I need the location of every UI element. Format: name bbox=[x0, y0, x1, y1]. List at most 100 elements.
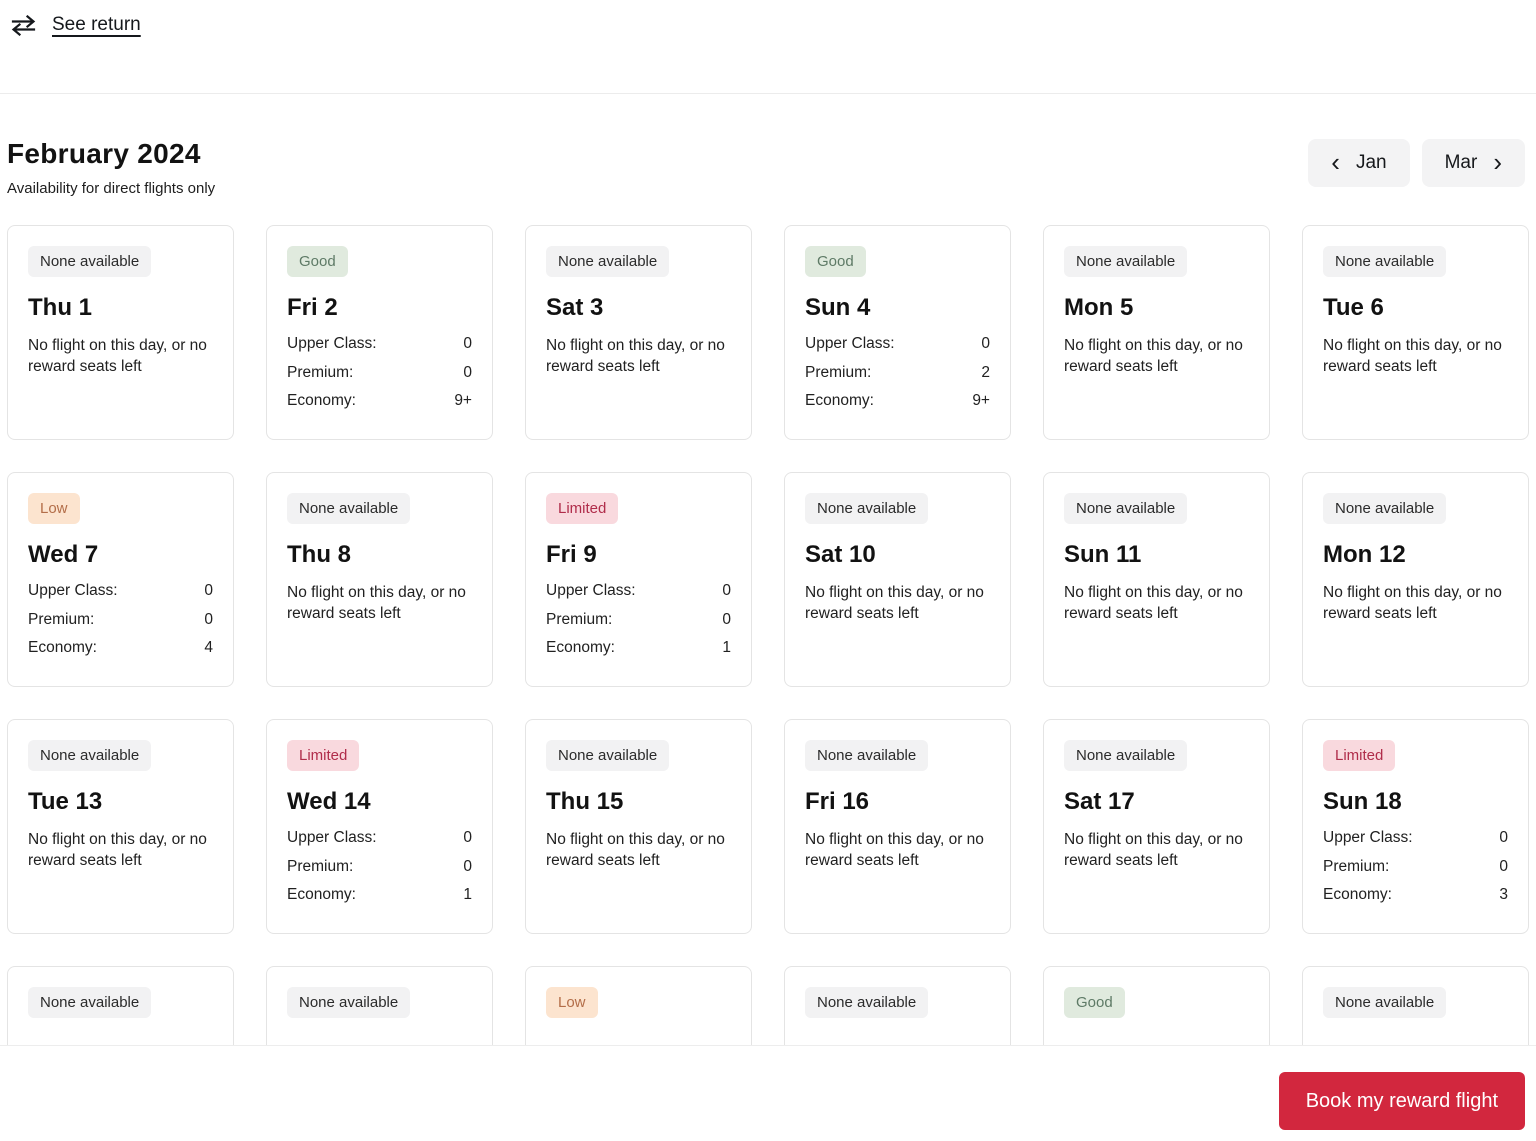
no-flight-message: No flight on this day, or no reward seat… bbox=[287, 584, 466, 623]
seat-row-premium: Premium: 0 bbox=[546, 611, 731, 629]
no-flight-message: No flight on this day, or no reward seat… bbox=[1064, 584, 1243, 623]
day-title: Fri 2 bbox=[287, 294, 338, 321]
month-nav: ‹ Jan Mar › bbox=[1308, 139, 1525, 187]
day-card[interactable]: None available Sat 3 No flight on this d… bbox=[525, 225, 752, 440]
next-month-button[interactable]: Mar › bbox=[1421, 139, 1525, 187]
premium-value: 0 bbox=[463, 363, 472, 381]
no-flight-message: No flight on this day, or no reward seat… bbox=[1064, 337, 1243, 376]
day-card[interactable]: Limited Sun 18 Upper Class: 0 Premium: 0 Eco… bbox=[1302, 719, 1529, 934]
no-flight-message: No flight on this day, or no reward seat… bbox=[28, 337, 207, 376]
day-card-body: Upper Class: 0 Premium: 0 Economy: 9+ bbox=[287, 335, 472, 410]
seat-row-economy: Economy: 3 bbox=[1323, 886, 1508, 904]
availability-badge: None available bbox=[805, 987, 929, 1018]
day-card[interactable]: Limited Fri 9 Upper Class: 0 Premium: 0 Econ… bbox=[525, 472, 752, 687]
day-title: Sun 18 bbox=[1323, 788, 1402, 815]
day-card-body: Upper Class: 0 Premium: 2 Economy: 9+ bbox=[805, 335, 990, 410]
availability-badge: None available bbox=[1064, 246, 1188, 277]
day-title: Wed 14 bbox=[287, 788, 371, 815]
day-card[interactable]: Low Wed 7 Upper Class: 0 Premium: 0 Economy:… bbox=[7, 472, 234, 687]
book-reward-flight-button[interactable]: Book my reward flight bbox=[1278, 1072, 1525, 1130]
economy-value: 9+ bbox=[454, 392, 472, 409]
day-card-body: No flight on this day, or no reward seat… bbox=[1323, 335, 1508, 378]
day-title: Mon 12 bbox=[1323, 541, 1406, 568]
day-card-body: No flight on this day, or no reward seat… bbox=[546, 829, 731, 872]
day-card-body: Upper Class: 0 Premium: 0 Economy: 3 bbox=[1323, 829, 1508, 904]
availability-badge: None available bbox=[28, 246, 152, 277]
premium-label: Premium: bbox=[805, 363, 872, 381]
day-card[interactable]: Limited Wed 14 Upper Class: 0 Premium: 0 Eco… bbox=[266, 719, 493, 934]
day-title: Thu 1 bbox=[28, 294, 92, 321]
availability-badge: None available bbox=[1323, 246, 1447, 277]
day-title: Thu 15 bbox=[546, 788, 624, 815]
seat-row-upper-class: Upper Class: 0 bbox=[1323, 829, 1508, 847]
next-month-label: Mar bbox=[1444, 152, 1478, 173]
seat-row-economy: Economy: 9+ bbox=[287, 392, 472, 410]
day-card[interactable]: Good Sun 4 Upper Class: 0 Premium: 2 Economy… bbox=[784, 225, 1011, 440]
prev-month-button[interactable]: ‹ Jan bbox=[1308, 139, 1410, 187]
chevron-left-icon: ‹ bbox=[1331, 146, 1340, 177]
economy-label: Economy: bbox=[287, 886, 356, 903]
day-title: Thu 8 bbox=[287, 541, 351, 568]
economy-label: Economy: bbox=[287, 392, 356, 409]
availability-badge: None available bbox=[287, 493, 411, 524]
seat-row-economy: Economy: 4 bbox=[28, 639, 213, 657]
premium-value: 2 bbox=[981, 363, 990, 381]
day-title: Fri 9 bbox=[546, 541, 597, 568]
economy-value: 9+ bbox=[972, 392, 990, 409]
day-card[interactable]: None available Tue 13 No flight on this … bbox=[7, 719, 234, 934]
chevron-right-icon: › bbox=[1493, 146, 1502, 177]
availability-badge: None available bbox=[546, 740, 670, 771]
premium-value: 0 bbox=[1499, 857, 1508, 875]
day-card[interactable]: None available Fri 16 No flight on this … bbox=[784, 719, 1011, 934]
availability-badge: Low bbox=[546, 987, 598, 1018]
prev-month-label: Jan bbox=[1355, 152, 1387, 173]
day-card-body: No flight on this day, or no reward seat… bbox=[1323, 582, 1508, 625]
day-card[interactable]: Good Fri 2 Upper Class: 0 Premium: 0 Economy… bbox=[266, 225, 493, 440]
day-card-body: Upper Class: 0 Premium: 0 Economy: 1 bbox=[287, 829, 472, 904]
premium-value: 0 bbox=[722, 610, 731, 628]
month-header: February 2024 Availability for direct fl… bbox=[0, 138, 1536, 197]
seat-row-upper-class: Upper Class: 0 bbox=[287, 829, 472, 847]
month-info: February 2024 Availability for direct fl… bbox=[7, 138, 215, 197]
economy-value: 1 bbox=[722, 639, 731, 656]
availability-badge: None available bbox=[1064, 493, 1188, 524]
no-flight-message: No flight on this day, or no reward seat… bbox=[546, 831, 725, 870]
day-card-body: No flight on this day, or no reward seat… bbox=[805, 582, 990, 625]
day-card[interactable]: None available Thu 8 No flight on this d… bbox=[266, 472, 493, 687]
seat-row-upper-class: Upper Class: 0 bbox=[287, 335, 472, 353]
day-card[interactable]: None available Sun 11 No flight on this … bbox=[1043, 472, 1270, 687]
day-card[interactable]: None available Mon 5 No flight on this d… bbox=[1043, 225, 1270, 440]
day-card[interactable]: None available Sat 10 No flight on this … bbox=[784, 472, 1011, 687]
day-card[interactable]: None available Thu 1 No flight on this d… bbox=[7, 225, 234, 440]
day-card[interactable]: None available Tue 6 No flight on this d… bbox=[1302, 225, 1529, 440]
availability-badge: Good bbox=[287, 246, 348, 277]
economy-label: Economy: bbox=[1323, 886, 1392, 903]
availability-badge: Limited bbox=[546, 493, 619, 524]
day-title: Sun 4 bbox=[805, 294, 871, 321]
no-flight-message: No flight on this day, or no reward seat… bbox=[546, 337, 725, 376]
economy-label: Economy: bbox=[28, 639, 97, 656]
calendar-grid: None available Thu 1 No flight on this d… bbox=[0, 225, 1536, 1141]
upper-class-label: Upper Class: bbox=[546, 582, 636, 599]
day-card-body: No flight on this day, or no reward seat… bbox=[1064, 829, 1249, 872]
availability-badge: None available bbox=[546, 246, 670, 277]
day-card[interactable]: None available Thu 15 No flight on this … bbox=[525, 719, 752, 934]
day-card[interactable]: None available Mon 12 No flight on this … bbox=[1302, 472, 1529, 687]
day-card[interactable]: None available Sat 17 No flight on this … bbox=[1043, 719, 1270, 934]
seat-row-premium: Premium: 2 bbox=[805, 364, 990, 382]
upper-class-label: Upper Class: bbox=[28, 582, 118, 599]
availability-badge: None available bbox=[1323, 493, 1447, 524]
day-title: Fri 16 bbox=[805, 788, 870, 815]
upper-class-label: Upper Class: bbox=[805, 335, 895, 352]
day-card-body: No flight on this day, or no reward seat… bbox=[28, 335, 213, 378]
premium-label: Premium: bbox=[287, 363, 354, 381]
premium-label: Premium: bbox=[1323, 857, 1390, 875]
no-flight-message: No flight on this day, or no reward seat… bbox=[1064, 831, 1243, 870]
economy-label: Economy: bbox=[546, 639, 615, 656]
upper-class-label: Upper Class: bbox=[1323, 829, 1413, 846]
no-flight-message: No flight on this day, or no reward seat… bbox=[1323, 584, 1502, 623]
availability-badge: Low bbox=[28, 493, 80, 524]
seat-row-upper-class: Upper Class: 0 bbox=[28, 582, 213, 600]
see-return-link[interactable]: See return bbox=[10, 14, 141, 36]
premium-value: 0 bbox=[463, 857, 472, 875]
